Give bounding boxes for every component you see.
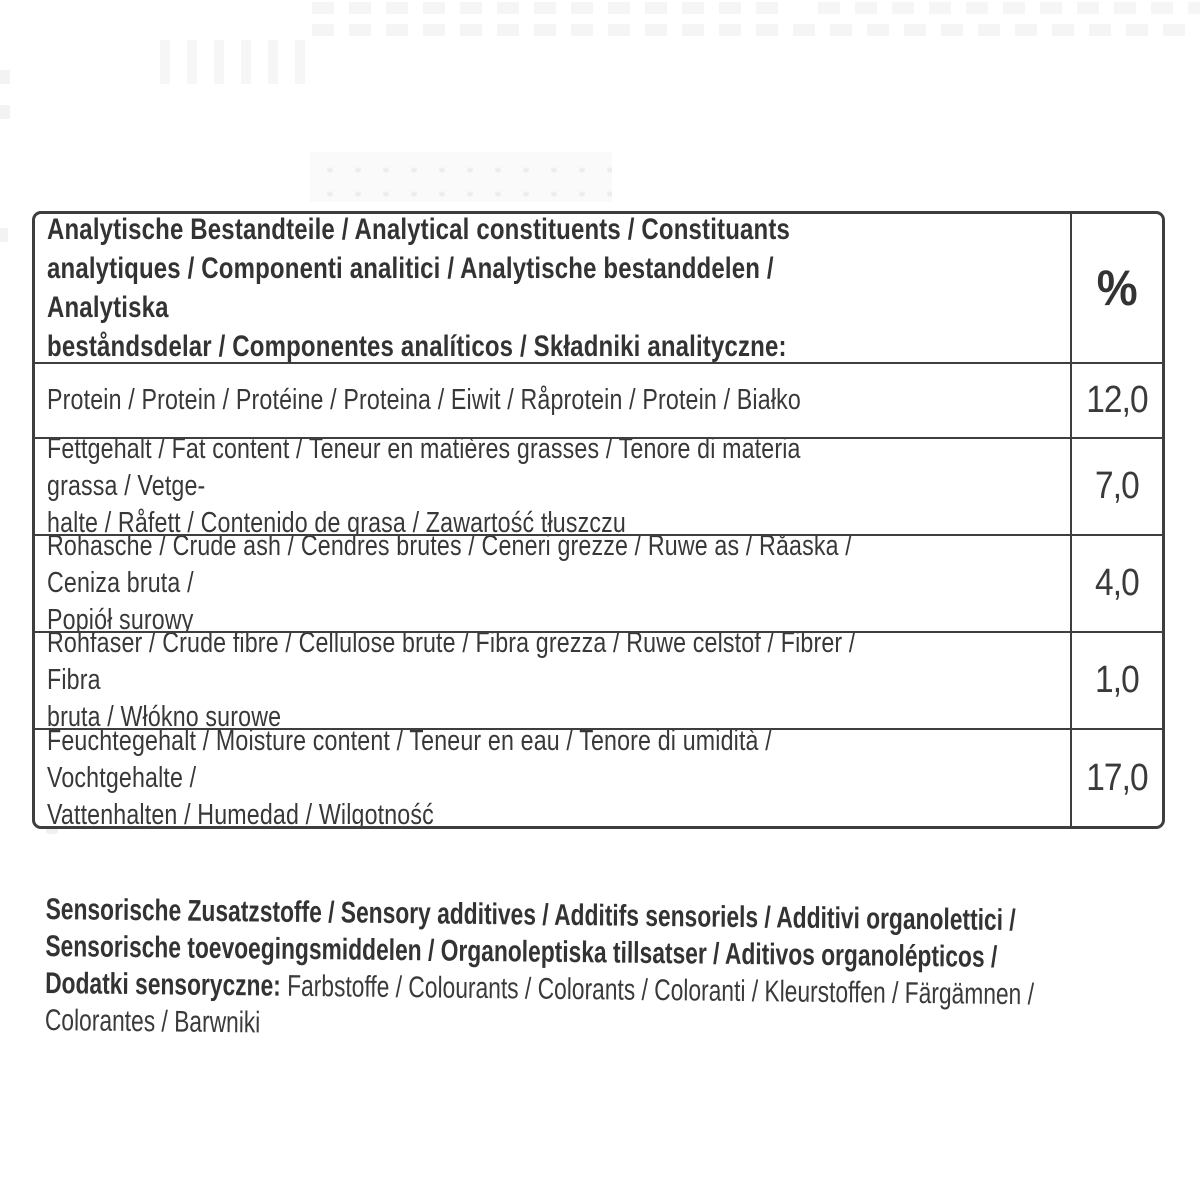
row-label: Protein / Protein / Protéine / Proteina … — [47, 384, 801, 416]
row-value: 4,0 — [1095, 562, 1140, 604]
print-artifact-dot-block — [310, 152, 612, 202]
table-header-row: Analytische Bestandteile / Analytical co… — [35, 214, 1162, 362]
table-row-crude-fibre: Rohfaser / Crude fibre / Cellulose brute… — [35, 631, 1162, 728]
row-value-cell: 7,0 — [1070, 439, 1162, 534]
row-value: 7,0 — [1095, 465, 1140, 507]
row-label: Rohasche / Crude ash / Cendres brutes / … — [47, 536, 852, 631]
row-value: 12,0 — [1086, 379, 1148, 421]
print-artifact-edge-tick — [0, 70, 10, 84]
table-header-title-cell: Analytische Bestandteile / Analytical co… — [35, 214, 1070, 362]
print-artifact-dashes — [312, 24, 1198, 36]
print-artifact-edge-tick — [0, 228, 8, 242]
row-label: Rohfaser / Crude fibre / Cellulose brute… — [47, 633, 856, 728]
row-label: Feuchtegehalt / Moisture content / Teneu… — [47, 730, 772, 826]
print-artifact-edge-tick — [0, 105, 10, 119]
table-header-title: Analytische Bestandteile / Analytical co… — [47, 214, 790, 362]
row-label-cell: Fettgehalt / Fat content / Teneur en mat… — [35, 439, 1070, 534]
table-row-crude-ash: Rohasche / Crude ash / Cendres brutes / … — [35, 534, 1162, 631]
row-label: Fettgehalt / Fat content / Teneur en mat… — [47, 439, 801, 534]
row-value: 17,0 — [1086, 756, 1148, 799]
print-artifact-dashes — [818, 2, 1200, 14]
table-row-moisture-content: Feuchtegehalt / Moisture content / Teneu… — [35, 728, 1162, 826]
table-row-fat-content: Fettgehalt / Fat content / Teneur en mat… — [35, 437, 1162, 534]
table-row-protein: Protein / Protein / Protéine / Proteina … — [35, 362, 1162, 437]
row-label-cell: Rohasche / Crude ash / Cendres brutes / … — [35, 536, 1070, 631]
row-value-cell: 17,0 — [1070, 730, 1162, 826]
table-header-unit-cell: % — [1070, 214, 1162, 362]
sensory-additives-paragraph: Sensorische Zusatzstoffe / Sensory addit… — [45, 854, 1200, 1052]
row-label-cell: Protein / Protein / Protéine / Proteina … — [35, 364, 1070, 437]
percent-unit-label: % — [1096, 260, 1138, 316]
print-artifact-bars — [160, 40, 312, 84]
row-value-cell: 1,0 — [1070, 633, 1162, 728]
row-label-cell: Rohfaser / Crude fibre / Cellulose brute… — [35, 633, 1070, 728]
row-value: 1,0 — [1095, 659, 1140, 701]
row-value-cell: 12,0 — [1070, 364, 1162, 437]
analytical-constituents-table: Analytische Bestandteile / Analytical co… — [32, 211, 1165, 829]
row-label-cell: Feuchtegehalt / Moisture content / Teneu… — [35, 730, 1070, 826]
print-artifact-dashes — [312, 2, 790, 14]
row-value-cell: 4,0 — [1070, 536, 1162, 631]
